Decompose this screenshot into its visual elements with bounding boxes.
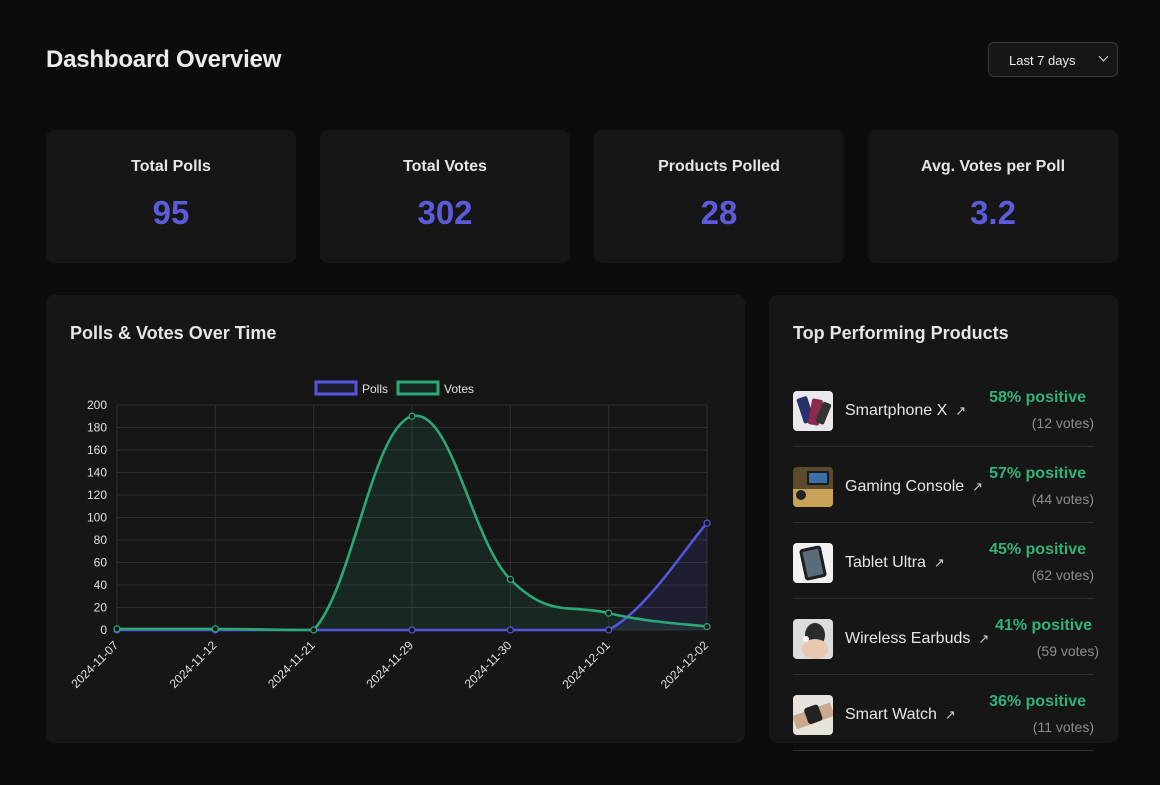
date-range-value: Last 7 days xyxy=(1009,53,1076,68)
y-tick-label: 160 xyxy=(87,443,107,457)
chevron-down-icon xyxy=(1098,51,1109,62)
data-point-polls xyxy=(605,626,613,634)
positive-rate: 36% positive xyxy=(989,693,1086,710)
top-products-card: Top Performing Products Smartphone X ↗ 58… xyxy=(769,295,1118,751)
product-item-tablet-ultra[interactable]: Tablet Ultra ↗ 45% positive (62 votes) xyxy=(793,523,1094,599)
y-tick-label: 200 xyxy=(87,398,107,412)
legend-swatch-votes xyxy=(396,380,440,396)
stat-label: Total Votes xyxy=(403,158,487,175)
stat-card-total-votes: Total Votes 302 xyxy=(320,130,570,263)
polls-votes-chart-card: Polls & Votes Over Time 0 20 40 60 80 100 120 1… xyxy=(46,295,745,743)
product-item-wireless-earbuds[interactable]: Wireless Earbuds ↗ 41% positive (59 votes… xyxy=(793,599,1099,675)
vote-count: (59 votes) xyxy=(1036,643,1099,659)
stat-card-avg-votes: Avg. Votes per Poll 3.2 xyxy=(868,130,1118,263)
product-item-smart-watch[interactable]: Smart Watch ↗ 36% positive (11 votes) xyxy=(793,675,1094,751)
stat-label: Products Polled xyxy=(658,158,780,175)
gaming-console-thumbnail xyxy=(793,467,833,507)
product-name[interactable]: Gaming Console ↗ xyxy=(845,478,984,495)
y-tick-label: 180 xyxy=(87,421,107,435)
vote-count: (11 votes) xyxy=(1032,719,1094,735)
stat-value: 28 xyxy=(700,194,738,231)
stat-label: Total Polls xyxy=(131,158,211,175)
y-tick-label: 20 xyxy=(94,601,108,615)
vote-count: (12 votes) xyxy=(1031,415,1094,431)
product-name[interactable]: Smartphone X ↗ xyxy=(845,402,967,419)
data-point-polls xyxy=(506,626,514,634)
positive-rate: 45% positive xyxy=(989,541,1086,558)
x-tick-label: 2024-12-01 xyxy=(559,638,613,692)
data-point-votes xyxy=(211,625,219,633)
y-tick-label: 140 xyxy=(87,466,107,480)
data-point-votes xyxy=(408,412,416,420)
product-item-gaming-console[interactable]: Gaming Console ↗ 57% positive (44 votes) xyxy=(793,447,1094,523)
stat-value: 95 xyxy=(152,194,190,231)
positive-rate: 41% positive xyxy=(995,617,1092,634)
x-tick-label: 2024-11-29 xyxy=(363,638,416,691)
data-point-votes xyxy=(703,623,711,631)
x-tick-label: 2024-11-30 xyxy=(462,638,515,691)
external-link-icon: ↗ xyxy=(944,707,956,722)
external-link-icon: ↗ xyxy=(955,403,967,418)
legend-label-votes: Votes xyxy=(444,382,474,396)
data-point-votes xyxy=(113,625,121,633)
x-tick-label: 2024-11-07 xyxy=(68,638,121,691)
y-tick-label: 40 xyxy=(94,578,108,592)
top-products-title: Top Performing Products xyxy=(793,323,1009,343)
positive-rate: 57% positive xyxy=(989,465,1086,482)
legend-label-polls: Polls xyxy=(362,382,388,396)
smartphone-thumbnail xyxy=(793,391,833,431)
polls-votes-chart: 0 20 40 60 80 100 120 140 160 180 200 2024-11-07 202… xyxy=(68,380,712,692)
dashboard-header: Dashboard Overview Last 7 days xyxy=(46,42,1118,78)
external-link-icon: ↗ xyxy=(933,555,945,570)
x-tick-label: 2024-11-21 xyxy=(265,638,318,691)
series-area-votes xyxy=(117,415,707,630)
smartwatch-thumbnail xyxy=(793,695,833,735)
y-tick-label: 120 xyxy=(87,488,107,502)
product-list: Smartphone X ↗ 58% positive (12 votes) Ga… xyxy=(793,371,1099,751)
external-link-icon: ↗ xyxy=(972,479,984,494)
y-tick-label: 60 xyxy=(94,556,108,570)
date-range-select[interactable]: Last 7 days xyxy=(988,42,1118,77)
stat-value: 3.2 xyxy=(970,194,1016,231)
product-name[interactable]: Tablet Ultra ↗ xyxy=(845,554,945,571)
data-point-votes xyxy=(310,626,318,634)
stat-value: 302 xyxy=(417,194,473,231)
legend-swatch-polls xyxy=(314,380,358,396)
data-point-votes xyxy=(605,609,613,617)
product-item-smartphone-x[interactable]: Smartphone X ↗ 58% positive (12 votes) xyxy=(793,371,1094,447)
vote-count: (62 votes) xyxy=(1031,567,1094,583)
stat-card-products-polled: Products Polled 28 xyxy=(594,130,844,263)
earbuds-thumbnail xyxy=(793,619,833,659)
stats-row: Total Polls 95 Total Votes 302 Products … xyxy=(46,130,1118,263)
tablet-thumbnail xyxy=(793,543,833,583)
y-tick-label: 80 xyxy=(94,533,108,547)
positive-rate: 58% positive xyxy=(989,389,1086,406)
product-name[interactable]: Wireless Earbuds ↗ xyxy=(845,630,990,647)
data-point-polls xyxy=(408,626,416,634)
data-point-polls xyxy=(703,519,711,527)
page-title: Dashboard Overview xyxy=(46,46,282,73)
data-point-votes xyxy=(506,575,514,583)
y-tick-label: 0 xyxy=(100,623,107,637)
stat-card-total-polls: Total Polls 95 xyxy=(46,130,296,263)
x-tick-label: 2024-11-12 xyxy=(167,638,220,691)
product-name[interactable]: Smart Watch ↗ xyxy=(845,706,956,723)
stat-label: Avg. Votes per Poll xyxy=(920,158,1066,175)
y-tick-label: 100 xyxy=(87,511,107,525)
external-link-icon: ↗ xyxy=(978,631,990,646)
chart-title: Polls & Votes Over Time xyxy=(70,323,277,343)
vote-count: (44 votes) xyxy=(1031,491,1094,507)
x-tick-label: 2024-12-02 xyxy=(658,638,712,692)
